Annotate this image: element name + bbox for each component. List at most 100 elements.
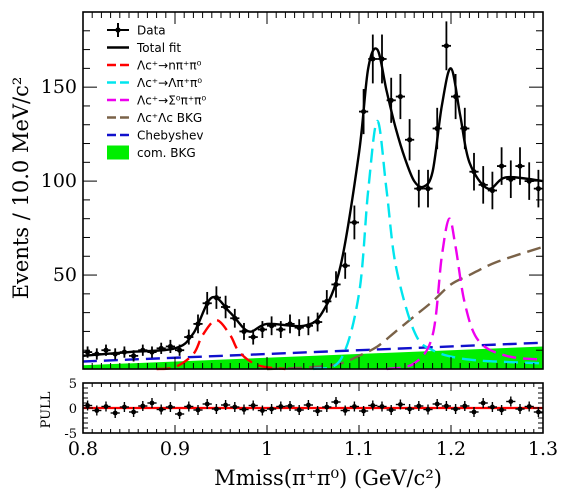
data-point (441, 21, 451, 71)
com-bkg-area (83, 346, 543, 369)
data-point (175, 344, 185, 356)
pull-point (359, 406, 369, 416)
data-point (414, 169, 424, 208)
main-y-tick-labels: 50 100 150 (41, 76, 77, 286)
pull-point (460, 401, 470, 411)
y-tick-label: 150 (41, 76, 77, 98)
pull-point (331, 397, 341, 407)
data-points (83, 21, 543, 362)
pull-point (276, 401, 286, 412)
pull-point (515, 404, 525, 414)
pull-data-points (83, 396, 543, 419)
legend-entry: Total fit (107, 41, 181, 55)
legend-label: Λc⁺→Σ⁰π⁺π⁰ (137, 94, 206, 108)
legend-entry: Λc⁺→Λπ⁺π⁰ (107, 76, 202, 90)
pull-point (211, 404, 221, 414)
pull-point (524, 401, 534, 412)
data-point (138, 344, 148, 356)
legend-label: Λc⁺Λc BKG (137, 111, 202, 125)
data-point (478, 166, 488, 204)
data-point (156, 342, 166, 354)
x-tick-label: 0.9 (160, 438, 190, 460)
pull-point (92, 405, 102, 416)
data-point (506, 160, 516, 199)
pull-point (101, 401, 111, 412)
n-pi-pi0-curve (156, 318, 286, 371)
legend: Data Total fit Λc⁺→nπ⁺π⁰ Λc⁺→Λπ⁺π⁰ Λc⁺→Σ⁰π⁺π… (107, 23, 206, 160)
pull-point (239, 404, 249, 415)
data-point (110, 348, 120, 360)
pull-point (175, 409, 185, 419)
pull-point (202, 399, 212, 409)
pull-point (193, 405, 203, 415)
legend-label: Data (137, 24, 166, 38)
legend-entry: Λc⁺→nπ⁺π⁰ (107, 59, 202, 73)
y-axis-title: Events / 10.0 MeV/c² (9, 77, 33, 300)
data-point (432, 107, 442, 150)
data-point (285, 314, 295, 334)
pull-point (165, 402, 175, 412)
data-point (184, 329, 194, 345)
pull-point (414, 401, 424, 411)
pull-point (487, 402, 497, 412)
pull-point (506, 396, 516, 407)
data-point (276, 321, 286, 338)
data-point (515, 147, 525, 185)
data-point (322, 290, 332, 313)
data-point (395, 74, 405, 120)
data-point (405, 119, 415, 161)
main-panel: 50 100 150 Data Total fit Λc⁺→nπ⁺π⁰ Λc⁺→Λπ⁺π⁰… (41, 11, 544, 371)
data-point (248, 329, 258, 345)
data-point (129, 350, 139, 362)
x-tick-labels: 0.8 0.9 1 1.1 1.2 1.3 (68, 438, 558, 460)
data-point (193, 314, 203, 334)
data-point (423, 169, 433, 208)
legend-label: Chebyshev (137, 129, 203, 143)
pull-point (248, 400, 258, 411)
data-point (313, 312, 323, 332)
x-tick-label: 1.3 (528, 438, 558, 460)
x-tick-label: 1.1 (344, 438, 374, 460)
data-point (221, 295, 231, 319)
data-point (460, 107, 470, 150)
pull-point (423, 404, 433, 415)
pull-point (221, 400, 231, 410)
data-point (368, 34, 378, 84)
data-point (119, 346, 129, 358)
pull-point (147, 398, 157, 408)
pull-point (322, 402, 332, 412)
x-axis-title: Mmiss(π⁺π⁰) (GeV/c²) (214, 466, 442, 490)
pull-point (257, 405, 267, 416)
data-point (359, 89, 369, 135)
legend-label: com. BKG (137, 146, 196, 160)
pull-point (129, 407, 139, 417)
data-point (377, 34, 387, 84)
pull-y-axis-title: PULL (39, 391, 54, 428)
legend-label: Total fit (136, 41, 181, 55)
pull-point (313, 406, 323, 416)
data-point (533, 169, 543, 208)
legend-entry: Data (107, 23, 166, 38)
data-point (294, 319, 304, 337)
pull-point (119, 402, 129, 412)
legend-entry: com. BKG (107, 145, 196, 160)
pull-point (349, 401, 359, 412)
pull-point (303, 400, 313, 410)
data-point (83, 346, 93, 358)
data-point (487, 171, 497, 210)
data-point (230, 308, 240, 328)
pull-panel: -5 0 5 0.8 0.9 1 1.1 1.2 1.3 (64, 377, 558, 460)
data-point (267, 316, 277, 336)
data-point (147, 346, 157, 358)
chebyshev-curve (82, 341, 544, 363)
data-point (303, 316, 313, 336)
pull-point (395, 399, 405, 410)
legend-entry: Λc⁺→Σ⁰π⁺π⁰ (107, 94, 206, 108)
pull-point (469, 407, 479, 417)
sigma0-pi-pi0-curve (386, 217, 544, 371)
data-point (331, 271, 341, 298)
y-tick-label: 100 (41, 170, 77, 192)
legend-label: Λc⁺→nπ⁺π⁰ (137, 59, 202, 73)
data-point (92, 348, 102, 360)
